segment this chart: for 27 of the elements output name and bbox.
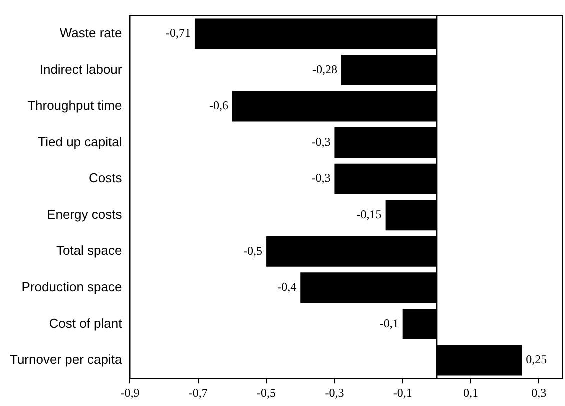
y-tick-label: Cost of plant [49,316,123,331]
x-tick-label: -0,7 [188,386,208,400]
y-tick-label: Costs [89,170,123,186]
data-label: -0,15 [356,207,382,222]
data-label: -0,4 [278,280,297,294]
data-label: -0,6 [209,98,228,113]
data-label: -0,3 [312,171,331,186]
y-tick-label: Production space [22,279,122,294]
x-tick-label: -0,1 [393,386,412,400]
data-label: 0,25 [526,352,548,367]
x-tick-label: -0,5 [257,386,276,400]
y-tick-label: Turnover per capita [10,352,123,368]
y-tick-label: Indirect labour [40,62,123,77]
x-tick-label: 0,3 [532,386,547,400]
x-tick-label: -0,9 [120,386,140,400]
y-tick-label: Energy costs [47,206,123,222]
data-label: -0,28 [312,62,338,76]
y-tick-label: Waste rate [60,26,122,41]
x-tick-label: 0,1 [463,386,478,400]
data-label: -0,1 [380,316,399,330]
data-label: -0,3 [312,134,331,149]
data-label: -0,5 [244,244,263,258]
y-tick-label: Total space [56,243,122,258]
y-tick-label: Throughput time [28,98,122,114]
y-tick-label: Tied up capital [38,134,122,150]
data-label: -0,71 [166,26,191,40]
x-tick-label: -0,3 [325,386,344,400]
